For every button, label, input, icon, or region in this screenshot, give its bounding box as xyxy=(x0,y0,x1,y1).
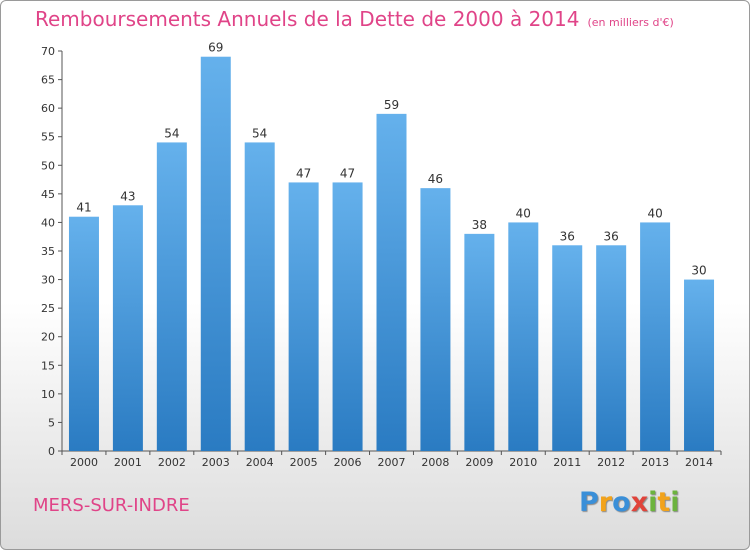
value-label-2012: 36 xyxy=(604,229,619,243)
bar-2011 xyxy=(552,245,583,451)
y-tick-label: 20 xyxy=(41,331,55,344)
chart-title: Remboursements Annuels de la Dette de 20… xyxy=(35,7,580,31)
value-label-2004: 54 xyxy=(252,126,267,140)
value-label-2010: 40 xyxy=(516,206,531,220)
y-tick-label: 65 xyxy=(41,74,55,87)
x-tick-label: 2007 xyxy=(378,456,406,469)
bar-2007 xyxy=(376,113,407,451)
bar-2000 xyxy=(68,216,99,451)
y-tick-label: 25 xyxy=(41,302,55,315)
y-tick-label: 30 xyxy=(41,274,55,287)
logo-letter: i xyxy=(670,487,680,518)
y-tick-label: 35 xyxy=(41,245,55,258)
x-tick-label: 2009 xyxy=(465,456,493,469)
title-block: Remboursements Annuels de la Dette de 20… xyxy=(35,7,674,31)
location-name: MERS-SUR-INDRE xyxy=(33,495,190,516)
bar-2002 xyxy=(156,142,187,451)
bar-2001 xyxy=(112,205,143,451)
y-tick-label: 15 xyxy=(41,359,55,372)
x-tick-label: 2000 xyxy=(70,456,98,469)
value-label-2011: 36 xyxy=(560,229,575,243)
y-tick-label: 55 xyxy=(41,131,55,144)
x-tick-label: 2008 xyxy=(421,456,449,469)
bar-2010 xyxy=(508,222,539,451)
x-tick-label: 2010 xyxy=(509,456,537,469)
bar-2006 xyxy=(332,182,363,451)
bar-2003 xyxy=(200,56,231,451)
x-tick-label: 2002 xyxy=(158,456,186,469)
value-label-2003: 69 xyxy=(208,41,223,55)
x-tick-label: 2012 xyxy=(597,456,625,469)
y-tick-label: 50 xyxy=(41,159,55,172)
y-tick-label: 45 xyxy=(41,188,55,201)
value-label-2002: 54 xyxy=(164,126,179,140)
y-tick-label: 0 xyxy=(48,445,55,458)
bar-2013 xyxy=(640,222,671,451)
bar-2012 xyxy=(596,245,627,451)
x-tick-label: 2006 xyxy=(334,456,362,469)
x-axis: 2000 2001 2002 2003 2004 2005 2006 2007 2008 2009… xyxy=(61,450,722,469)
x-tick-label: 2001 xyxy=(114,456,142,469)
y-tick-label: 10 xyxy=(41,388,55,401)
value-label-2005: 47 xyxy=(296,166,311,180)
bar-2004 xyxy=(244,142,275,451)
logo-letter: P xyxy=(579,487,599,518)
y-tick-label: 70 xyxy=(41,45,55,58)
value-label-2014: 30 xyxy=(691,264,706,278)
x-tick-label: 2013 xyxy=(641,456,669,469)
value-labels: 41 43 54 69 54 47 47 59 46 38 40 36 36 40 30 xyxy=(76,41,706,278)
value-label-2008: 46 xyxy=(428,172,443,186)
logo-letter: o xyxy=(612,487,631,518)
bar-2005 xyxy=(288,182,319,451)
value-label-2013: 40 xyxy=(647,206,662,220)
logo-letter: i xyxy=(648,487,658,518)
bar-2009 xyxy=(464,233,495,451)
bar-2014 xyxy=(684,279,715,451)
value-label-2009: 38 xyxy=(472,218,487,232)
x-tick-label: 2014 xyxy=(685,456,713,469)
chart-subtitle: (en milliers d'€) xyxy=(587,16,674,29)
x-tick-label: 2005 xyxy=(290,456,318,469)
value-label-2001: 43 xyxy=(120,189,135,203)
x-tick-label: 2003 xyxy=(202,456,230,469)
proxiti-logo: Proxiti xyxy=(579,487,680,518)
x-tick-label: 2004 xyxy=(246,456,274,469)
x-tick-label: 2011 xyxy=(553,456,581,469)
y-tick-label: 60 xyxy=(41,102,55,115)
logo-letter: x xyxy=(630,487,649,518)
value-label-2000: 41 xyxy=(76,201,91,215)
logo-letter: t xyxy=(657,487,671,518)
y-axis: 0 5 10 15 20 25 30 35 40 45 50 55 60 65 70 xyxy=(41,45,63,458)
value-label-2006: 47 xyxy=(340,166,355,180)
y-tick-label: 40 xyxy=(41,216,55,229)
logo-letter: r xyxy=(598,487,613,518)
value-label-2007: 59 xyxy=(384,98,399,112)
y-tick-label: 5 xyxy=(48,416,55,429)
bars xyxy=(68,56,715,451)
bar-2008 xyxy=(420,188,451,451)
